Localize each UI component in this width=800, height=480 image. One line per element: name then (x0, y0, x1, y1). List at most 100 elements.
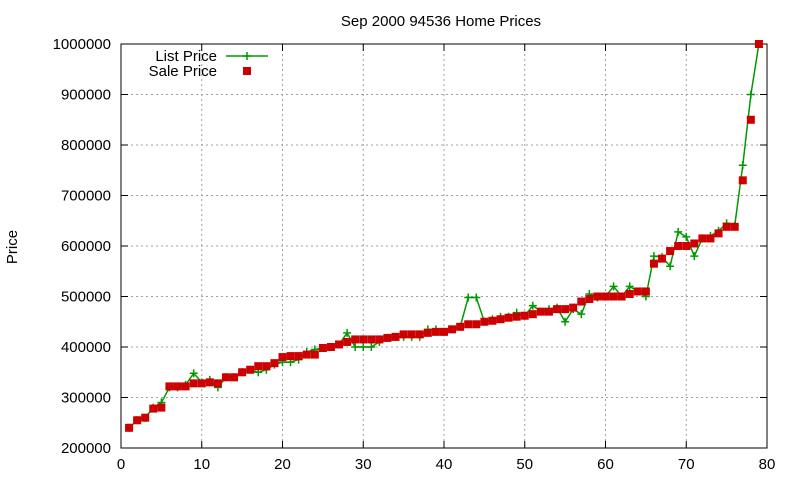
sale-price-point (585, 295, 594, 304)
sale-price-point (456, 322, 465, 331)
sale-price-point (367, 335, 376, 344)
sale-price-point (690, 239, 699, 248)
sale-price-point (125, 423, 134, 432)
sale-price-point (448, 325, 457, 334)
sale-price-point (294, 352, 303, 361)
sale-price-point (343, 337, 352, 346)
sale-price-point (706, 234, 715, 243)
sale-price-point (335, 340, 344, 349)
legend-marker-list-price (243, 52, 251, 60)
sale-price-point (609, 292, 618, 301)
sale-price-point (165, 382, 174, 391)
sale-price-point (569, 303, 578, 312)
sale-price-point (754, 40, 763, 48)
sale-price-point (197, 379, 206, 388)
list-price-point (464, 293, 473, 302)
x-tick-label: 20 (274, 456, 291, 473)
sale-price-point (141, 413, 150, 422)
list-price-point (738, 161, 747, 170)
list-price-point (746, 90, 755, 99)
axes: 0 10 20 30 40 50 60 70 80 200000 300000 400000 50000… (53, 36, 776, 473)
list-price-point (343, 328, 352, 337)
sale-price-point (553, 305, 562, 314)
chart-title: Sep 2000 94536 Home Prices (341, 13, 541, 30)
sale-price-point (173, 382, 182, 391)
sale-price-point (472, 320, 481, 329)
sale-price-point (730, 222, 739, 231)
y-tick-label: 500000 (61, 289, 111, 306)
y-tick-label: 300000 (61, 390, 111, 407)
y-tick-label: 800000 (61, 137, 111, 154)
sale-price-point (205, 378, 214, 387)
x-tick-label: 80 (759, 456, 776, 473)
y-tick-label: 700000 (61, 188, 111, 205)
x-tick-label: 50 (516, 456, 533, 473)
sale-price-point (666, 247, 675, 256)
sale-price-point (601, 292, 610, 301)
sale-price-point (536, 307, 545, 316)
sale-price-point (641, 287, 650, 296)
list-price-point (690, 252, 699, 261)
sale-price-point (658, 254, 667, 263)
sale-price-point (391, 332, 400, 341)
y-tick-label: 400000 (61, 339, 111, 356)
y-tick-label: 200000 (61, 440, 111, 457)
sale-price-point (512, 312, 521, 321)
sale-price-point (738, 176, 747, 185)
sale-price-point (351, 335, 360, 344)
sale-price-point (674, 242, 683, 250)
sale-price-point (213, 379, 222, 388)
sale-price-point (577, 297, 586, 306)
sale-price-point (464, 320, 473, 329)
sale-price-point (318, 344, 327, 353)
sale-price-point (310, 350, 319, 359)
sale-price-point (698, 234, 707, 243)
sale-price-point (544, 307, 553, 316)
series (125, 40, 763, 432)
list-price-point (666, 262, 675, 271)
sale-price-point (189, 379, 198, 388)
x-tick-label: 40 (436, 456, 453, 473)
sale-price-point (746, 115, 755, 124)
sale-price-point (133, 416, 142, 425)
list-price-point (682, 232, 691, 241)
sale-price-point (649, 259, 658, 268)
list-price-point (367, 343, 376, 351)
sale-price-point (262, 362, 271, 371)
sale-price-point (431, 327, 440, 336)
sale-price-point (504, 313, 513, 322)
list-price-point (561, 317, 570, 326)
sale-price-point (682, 242, 691, 250)
sale-price-point (157, 403, 166, 412)
x-tick-label: 30 (355, 456, 372, 473)
sale-price-point (230, 373, 239, 382)
sale-price-point (561, 305, 570, 314)
list-price-point (528, 301, 537, 310)
y-tick-label: 900000 (61, 87, 111, 104)
sale-price-point (617, 292, 626, 301)
list-price-point (189, 369, 198, 378)
legend-marker-sale-price (243, 67, 251, 75)
sale-price-point (625, 289, 634, 298)
sale-price-point (181, 382, 190, 391)
legend-label-sale-price: Sale Price (149, 63, 217, 80)
list-price-point (674, 227, 683, 236)
sale-price-point (415, 330, 424, 339)
list-price-point (359, 343, 368, 351)
list-price-point (472, 293, 481, 302)
sale-price-point (407, 330, 416, 339)
sale-price-point (528, 310, 537, 319)
list-price-point (625, 282, 634, 291)
sale-price-point (714, 229, 723, 238)
sale-price-point (359, 335, 368, 344)
y-tick-label: 1000000 (53, 36, 111, 53)
sale-price-point (270, 359, 279, 368)
sale-price-point (488, 316, 497, 325)
x-tick-label: 60 (597, 456, 614, 473)
sale-price-point (149, 404, 158, 413)
sale-price-point (383, 333, 392, 342)
sale-price-point (480, 317, 489, 326)
sale-price-point (302, 350, 311, 359)
sale-price-point (496, 315, 505, 324)
